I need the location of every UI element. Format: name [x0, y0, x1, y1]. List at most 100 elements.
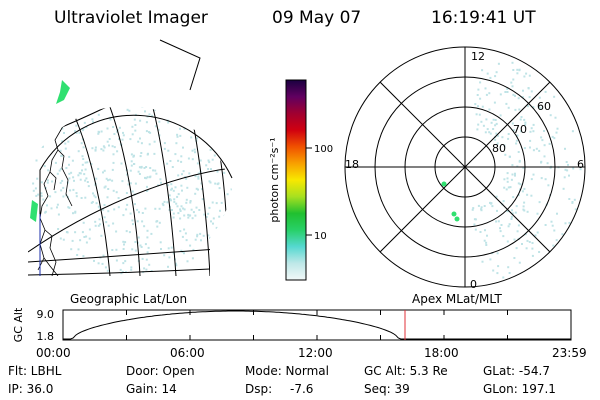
seq-readout: Seq: 39	[364, 382, 410, 396]
noise-speck	[503, 186, 506, 189]
noise-speck	[538, 251, 541, 253]
noise-speck	[186, 186, 189, 189]
noise-speck	[92, 192, 94, 195]
noise-speck	[499, 93, 502, 96]
noise-speck	[543, 155, 546, 158]
noise-speck	[63, 132, 65, 134]
noise-speck	[115, 191, 118, 194]
noise-speck	[156, 225, 159, 228]
noise-speck	[481, 105, 484, 108]
dsp-readout-value: -7.6	[290, 382, 314, 396]
noise-speck	[97, 224, 100, 227]
noise-speck	[159, 241, 162, 244]
noise-speck	[568, 198, 571, 200]
noise-speck	[153, 152, 156, 155]
noise-speck	[166, 162, 169, 165]
noise-speck	[489, 258, 492, 261]
time-label: 16:19:41 UT	[431, 8, 536, 28]
noise-speck	[522, 166, 525, 169]
noise-speck	[499, 114, 502, 117]
noise-speck	[514, 174, 516, 177]
noise-speck	[113, 133, 116, 135]
noise-speck	[112, 222, 115, 225]
noise-speck	[122, 248, 125, 250]
noise-speck	[488, 108, 491, 111]
noise-speck	[194, 175, 197, 178]
noise-speck	[75, 195, 78, 198]
noise-speck	[97, 205, 100, 208]
noise-speck	[477, 204, 480, 207]
noise-speck	[183, 228, 186, 231]
dsp-readout-label: Dsp:	[245, 382, 273, 396]
noise-speck	[107, 224, 110, 227]
noise-speck	[183, 127, 186, 130]
noise-speck	[567, 163, 569, 166]
noise-speck	[129, 212, 132, 215]
noise-speck	[540, 177, 543, 180]
noise-speck	[144, 207, 147, 210]
noise-speck	[56, 172, 59, 175]
noise-speck	[521, 243, 523, 245]
noise-speck	[66, 231, 69, 234]
noise-speck	[130, 160, 133, 163]
noise-speck	[92, 120, 94, 123]
noise-speck	[150, 232, 153, 235]
noise-speck	[519, 188, 521, 191]
noise-speck	[494, 138, 497, 141]
noise-speck	[148, 176, 151, 179]
noise-speck	[538, 201, 541, 204]
noise-speck	[538, 96, 541, 99]
noise-speck	[158, 207, 161, 210]
noise-speck	[159, 178, 162, 181]
polar-noise	[471, 61, 582, 279]
noise-speck	[163, 200, 166, 203]
noise-speck	[506, 180, 509, 183]
noise-speck	[113, 146, 116, 149]
gc-alt-readout: GC Alt: 5.3 Re	[364, 364, 448, 378]
noise-speck	[40, 194, 43, 197]
noise-speck	[177, 159, 180, 162]
noise-speck	[139, 137, 141, 140]
noise-speck	[112, 189, 115, 192]
noise-speck	[120, 162, 123, 165]
noise-speck	[190, 208, 193, 211]
noise-speck	[116, 150, 119, 153]
noise-speck	[201, 198, 204, 201]
noise-speck	[185, 239, 188, 242]
noise-speck	[553, 137, 556, 140]
noise-speck	[507, 225, 510, 228]
noise-speck	[72, 212, 74, 215]
noise-speck	[124, 260, 127, 263]
noise-speck	[522, 89, 524, 92]
noise-speck	[168, 194, 171, 197]
noise-speck	[210, 220, 212, 223]
noise-speck	[480, 206, 483, 209]
noise-speck	[79, 239, 82, 242]
noise-speck	[523, 187, 526, 190]
noise-speck	[46, 181, 49, 184]
noise-speck	[68, 172, 71, 175]
noise-speck	[535, 147, 538, 150]
noise-speck	[152, 169, 155, 172]
noise-speck	[102, 149, 105, 152]
noise-speck	[88, 228, 91, 231]
noise-speck	[82, 158, 85, 160]
noise-speck	[36, 177, 39, 180]
noise-speck	[517, 182, 520, 185]
noise-speck	[515, 139, 518, 142]
noise-speck	[94, 220, 97, 223]
noise-speck	[209, 148, 212, 151]
noise-speck	[199, 159, 202, 162]
noise-speck	[62, 186, 65, 189]
noise-speck	[81, 169, 83, 172]
noise-speck	[185, 201, 188, 204]
noise-speck	[148, 143, 151, 146]
noise-speck	[140, 142, 143, 145]
noise-speck	[475, 113, 478, 116]
noise-speck	[184, 232, 187, 235]
noise-speck	[46, 179, 49, 182]
noise-speck	[549, 166, 552, 169]
noise-speck	[511, 122, 514, 125]
noise-speck	[556, 127, 559, 130]
noise-speck	[540, 160, 543, 163]
